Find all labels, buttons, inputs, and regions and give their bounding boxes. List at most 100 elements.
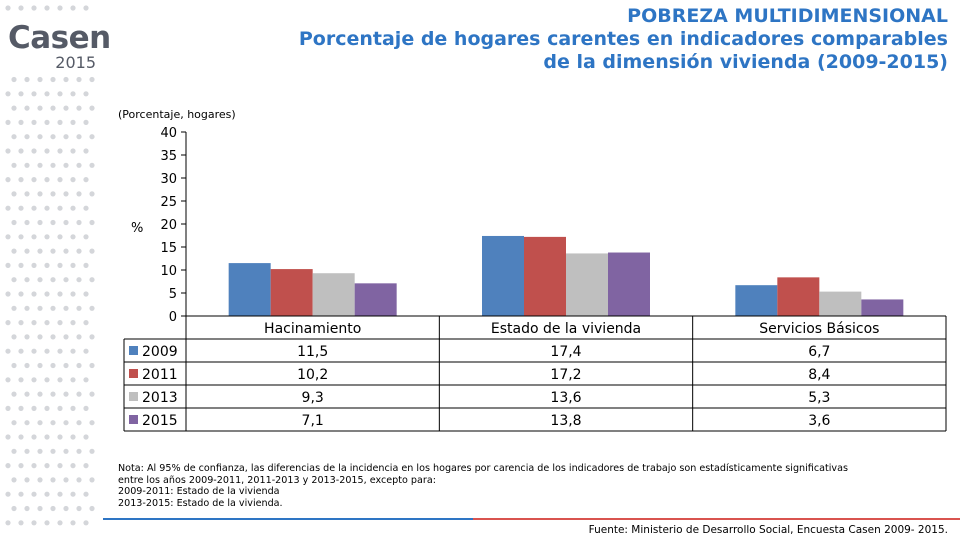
pattern-dot [24,505,30,512]
pattern-dot [83,405,89,411]
pattern-dot [31,91,37,97]
pattern-dot [44,377,50,383]
pattern-dot [50,248,56,254]
pattern-dot [31,291,37,297]
pattern-dot [76,76,82,83]
pattern-dot [70,520,76,526]
pattern-dot [44,91,50,97]
pattern-dot [57,520,63,526]
pattern-dot [37,191,43,197]
pattern-dot [89,191,95,197]
pattern-dot [50,448,56,454]
pattern-dot [31,348,37,354]
pattern-dot [57,434,63,440]
pattern-dot [57,91,63,97]
pattern-dot [63,305,69,311]
pattern-dot [5,205,11,211]
pattern-dot [57,262,63,268]
pattern-dot [76,505,82,512]
pattern-dot [63,448,69,454]
pattern-dot [89,277,95,283]
pattern-dot [37,505,43,512]
pattern-dot [37,219,43,226]
pattern-dot [70,291,76,297]
pattern-dot [5,320,11,326]
pattern-dot [24,162,30,168]
pattern-dot [44,520,50,526]
pattern-dot [31,463,37,469]
sidebar-dot-pattern: Casen 2015 [0,0,111,540]
pattern-dot [89,248,95,254]
page-subtitle-line-1: Porcentaje de hogares carentes en indica… [298,28,948,50]
pattern-dot [70,434,76,440]
pattern-dot [37,477,43,483]
pattern-dot [24,277,30,283]
pattern-dot [83,177,89,183]
pattern-dot [50,134,56,140]
pattern-dot [89,305,95,311]
pattern-dot [5,377,11,383]
pattern-dot [63,477,69,483]
pattern-dot [63,362,69,369]
pattern-dot [83,262,89,268]
pattern-dot [63,391,69,397]
pattern-dot [31,491,37,497]
legend-label: 2015 [142,413,178,429]
pattern-dot [70,320,76,326]
bar-2015 [354,283,397,316]
pattern-dot [89,505,95,512]
page-title: POBREZA MULTIDIMENSIONAL [627,5,948,27]
pattern-dot [37,334,43,340]
pattern-dot [44,148,50,154]
y-axis-label: % [131,221,143,236]
y-tick-label: 25 [160,195,177,210]
pattern-dot [18,348,24,354]
pattern-dot [31,320,37,326]
pattern-dot [44,177,50,183]
pattern-dot [89,391,95,397]
pattern-dot [89,362,95,369]
footnote-line: Nota: Al 95% de confianza, las diferenci… [118,463,848,474]
pattern-dot [50,76,56,83]
pattern-dot [44,291,50,297]
bar-2015 [861,299,904,316]
bar-2011 [270,269,313,316]
pattern-dot [70,205,76,211]
pattern-dot [11,420,17,426]
pattern-dot [70,348,76,354]
bar-2009 [482,235,524,316]
pattern-dot [31,234,37,240]
pattern-dot [44,205,50,211]
legend-label: 2013 [142,390,178,406]
data-label: 3,6 [808,413,830,429]
pattern-dot [18,491,24,497]
pattern-dot [50,305,56,311]
pattern-dot [44,405,50,411]
pattern-dot [11,505,17,512]
pattern-dot [76,191,82,197]
pattern-dot [63,219,69,226]
pattern-dot [44,491,50,497]
pattern-dot [89,420,95,426]
pattern-dot [70,405,76,411]
data-label: 6,7 [808,344,830,360]
pattern-dot [24,448,30,454]
pattern-dot [31,434,37,440]
pattern-dot [18,520,24,526]
pattern-dot [18,463,24,469]
pattern-dot [11,334,17,340]
pattern-dot [37,420,43,426]
legend-swatch-2009 [129,346,138,355]
data-label: 11,5 [297,344,328,360]
dot-pattern [5,5,95,526]
pattern-dot [24,477,30,483]
x-category-label: Servicios Básicos [759,321,879,337]
pattern-dot [83,348,89,354]
pattern-dot [31,405,37,411]
pattern-dot [37,105,43,111]
pattern-dot [5,520,11,526]
pattern-dot [89,219,95,226]
pattern-dot [76,277,82,283]
pattern-dot [76,362,82,369]
pattern-dot [83,148,89,154]
